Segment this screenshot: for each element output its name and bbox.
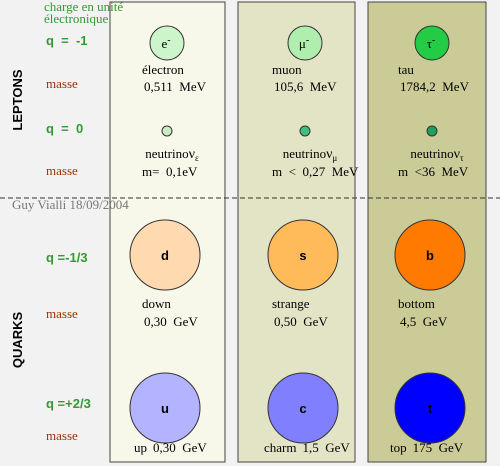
charge-label: q = 0 <box>46 121 83 136</box>
mass: 1,5 GeV <box>302 440 350 455</box>
particle <box>426 125 438 137</box>
mass-label: masse <box>46 306 78 321</box>
particle-symbol: e- <box>161 35 170 51</box>
signature: Guy Vialli 18/09/2004 <box>12 197 129 212</box>
charge-label: q =-1/3 <box>46 250 88 265</box>
subscript: μ <box>332 153 337 163</box>
subscript: ε <box>195 153 199 163</box>
charge-label: q =+2/3 <box>46 396 91 411</box>
particle-mass: 0,50 GeV <box>274 314 328 329</box>
charge-note: électronique <box>44 11 108 26</box>
particle-name: strange <box>272 296 310 311</box>
particle-name: down <box>142 296 171 311</box>
symbol: μ <box>299 36 306 51</box>
particle-name: up 0,30 GeV <box>134 440 207 455</box>
name: charm <box>264 440 296 455</box>
mass-label: masse <box>46 76 78 91</box>
particle-mass: 4,5 GeV <box>400 314 448 329</box>
particle-symbol: s <box>299 248 306 263</box>
particle-mass: 0,30 GeV <box>144 314 198 329</box>
particle-symbol: t <box>428 401 433 416</box>
particle-symbol: b <box>426 248 434 263</box>
name: up <box>134 440 147 455</box>
particle-name: neutrinoνμ <box>283 146 338 163</box>
group-label: LEPTONS <box>10 69 25 130</box>
particle-mass: 1784,2 MeV <box>400 79 470 94</box>
particle-name: neutrinoνε <box>145 146 199 163</box>
symbol: ν <box>189 147 195 162</box>
particle-mass: m= 0,1eV <box>142 164 198 179</box>
particle-symbol: c <box>299 401 306 416</box>
particle-name: bottom <box>398 296 435 311</box>
superscript: - <box>167 35 170 46</box>
mass: 175 GeV <box>413 440 464 455</box>
particle <box>414 25 450 61</box>
name: neutrino <box>283 146 326 161</box>
particle-mass: m < 0,27 MeV <box>272 164 359 179</box>
particle <box>267 372 339 444</box>
particle-name: tau <box>398 62 414 77</box>
symbol: τ <box>427 36 432 51</box>
particle-symbol: τ- <box>427 35 436 51</box>
particle-symbol: d <box>161 248 169 263</box>
particle-name: top 175 GeV <box>390 440 464 455</box>
mass: 0,30 GeV <box>153 440 207 455</box>
particle <box>299 125 311 137</box>
particle-mass: 0,511 MeV <box>144 79 207 94</box>
subscript: τ <box>460 153 464 163</box>
symbol: ν <box>454 147 460 162</box>
particle <box>149 25 185 61</box>
particle <box>161 125 173 137</box>
particle <box>129 372 201 444</box>
particle <box>394 219 466 291</box>
particle-symbol: u <box>161 401 169 416</box>
charge-note: charge en unité <box>44 0 123 14</box>
particle-name: charm 1,5 GeV <box>264 440 350 455</box>
particle-symbol: μ- <box>299 35 309 51</box>
charge-label: q = -1 <box>46 33 88 48</box>
particle-name: électron <box>142 62 184 77</box>
particle <box>129 219 201 291</box>
name: top <box>390 440 407 455</box>
particle <box>267 219 339 291</box>
name: neutrino <box>145 146 188 161</box>
group-label: QUARKS <box>10 312 25 369</box>
name: neutrino <box>410 146 453 161</box>
particle <box>394 372 466 444</box>
particle-name: neutrinoντ <box>410 146 464 163</box>
superscript: - <box>306 35 309 46</box>
symbol: e <box>161 36 167 51</box>
mass-label: masse <box>46 163 78 178</box>
mass-label: masse <box>46 428 78 443</box>
particle <box>287 25 323 61</box>
superscript: - <box>432 35 435 46</box>
symbol: ν <box>326 147 332 162</box>
particle-name: muon <box>272 62 302 77</box>
particle-mass: m <36 MeV <box>398 164 469 179</box>
particle-mass: 105,6 MeV <box>274 79 337 94</box>
